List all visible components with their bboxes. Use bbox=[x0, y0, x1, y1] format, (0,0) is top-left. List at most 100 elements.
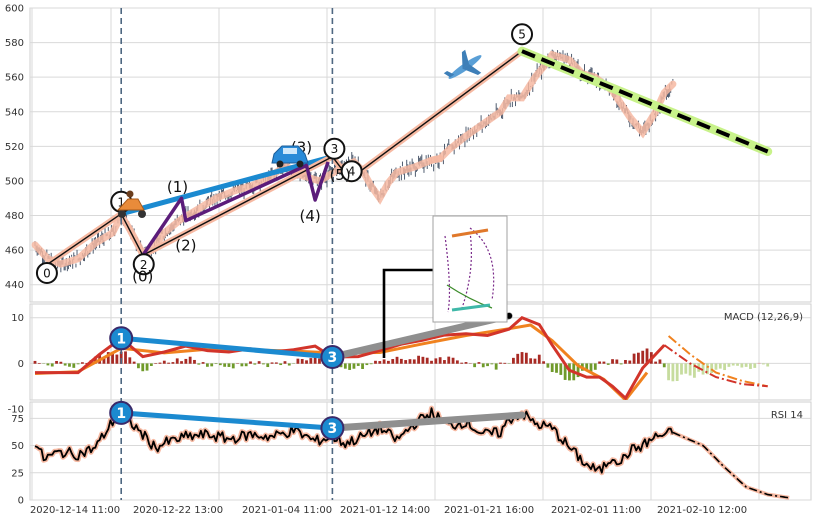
macd-histogram-bar bbox=[318, 358, 321, 364]
macd-histogram-bar bbox=[585, 363, 589, 370]
x-tick-label: 2021-02-10 12:00 bbox=[657, 505, 747, 516]
macd-histogram-bar bbox=[736, 363, 739, 366]
macd-histogram-bar bbox=[296, 358, 300, 364]
macd-histogram-bar bbox=[662, 363, 666, 368]
macd-histogram-bar bbox=[615, 359, 619, 364]
macd-histogram-bar bbox=[464, 362, 468, 364]
macd-signal-forecast bbox=[667, 335, 768, 388]
macd-histogram-bar bbox=[404, 360, 408, 364]
macd-histogram-bar bbox=[387, 360, 390, 364]
macd-marker-label: 1 bbox=[116, 331, 126, 347]
macd-marker-label: 3 bbox=[328, 350, 338, 366]
macd-histogram-bar bbox=[128, 357, 132, 364]
wave-marker-label: 2 bbox=[140, 258, 148, 272]
macd-histogram-bar bbox=[270, 362, 274, 364]
rsi-marker-label: 1 bbox=[116, 406, 126, 422]
macd-histogram-bar bbox=[503, 362, 507, 364]
macd-histogram-bar bbox=[494, 363, 498, 370]
macd-histogram-bar bbox=[598, 361, 602, 364]
macd-histogram-bar bbox=[210, 363, 214, 367]
macd-histogram-bar bbox=[529, 358, 533, 364]
macd-histogram-bar bbox=[499, 362, 502, 364]
macd-histogram-bar bbox=[451, 357, 455, 364]
macd-histogram-bar bbox=[63, 363, 67, 366]
macd-histogram-bar bbox=[378, 361, 382, 364]
macd-histogram-bar bbox=[171, 362, 175, 364]
rsi-tick-label: 50 bbox=[11, 441, 24, 452]
rsi-forecast bbox=[672, 431, 790, 499]
macd-histogram-bar bbox=[641, 350, 645, 364]
macd-histogram-bar bbox=[438, 357, 442, 364]
macd-histogram-bar bbox=[106, 352, 110, 364]
macd-line bbox=[35, 315, 666, 400]
macd-histogram-bar bbox=[714, 363, 718, 370]
price-tick-label: 600 bbox=[5, 4, 24, 15]
macd-histogram-bar bbox=[102, 357, 106, 364]
rsi-title: RSI 14 bbox=[771, 410, 803, 421]
macd-histogram-bar bbox=[632, 353, 636, 364]
macd-histogram-bar bbox=[718, 363, 722, 369]
price-tick-label: 520 bbox=[5, 142, 24, 153]
macd-histogram-bar bbox=[749, 363, 752, 369]
macd-histogram-bar bbox=[684, 363, 688, 374]
price-tick-label: 580 bbox=[5, 38, 24, 49]
macd-histogram-bar bbox=[382, 359, 386, 364]
macd-histogram-bar bbox=[516, 353, 520, 364]
wave-marker-5 bbox=[511, 23, 534, 46]
macd-histogram-bar bbox=[693, 363, 696, 378]
wave-marker-label: 4 bbox=[348, 165, 356, 179]
macd-histogram-bar bbox=[81, 362, 84, 364]
macd-gray-line bbox=[328, 312, 513, 361]
macd-histogram-bar bbox=[606, 363, 610, 365]
x-tick-label: 2021-01-04 11:00 bbox=[242, 505, 332, 516]
macd-histogram-bar bbox=[658, 359, 662, 364]
rsi-marker-1 bbox=[109, 400, 134, 425]
car-icon bbox=[271, 145, 309, 168]
macd-histogram-bar bbox=[723, 363, 726, 371]
connector-line bbox=[382, 268, 436, 358]
macd-histogram-bar bbox=[455, 360, 459, 364]
macd-histogram-bar bbox=[356, 363, 360, 366]
macd-histogram-bar bbox=[188, 356, 192, 364]
wave-marker-label: 0 bbox=[43, 266, 51, 280]
macd-histogram-bar bbox=[391, 359, 395, 364]
macd-histogram-bar bbox=[710, 363, 714, 374]
macd-histogram-bar bbox=[727, 363, 731, 367]
inset-graphic bbox=[451, 228, 489, 238]
macd-histogram-bar bbox=[434, 358, 438, 364]
macd-histogram-bar bbox=[593, 363, 597, 370]
macd-histogram-bar bbox=[361, 363, 364, 370]
macd-histogram-bar bbox=[576, 363, 580, 378]
macd-histogram-bar bbox=[158, 362, 162, 364]
price-tick-label: 560 bbox=[5, 73, 24, 84]
macd-histogram-bar bbox=[473, 363, 477, 368]
price-tick-label: 480 bbox=[5, 211, 24, 222]
macd-histogram-bar bbox=[257, 361, 261, 364]
macd-forecast bbox=[663, 344, 768, 388]
trendline bbox=[118, 154, 335, 217]
macd-histogram-bar bbox=[145, 363, 149, 371]
macd-histogram-bar bbox=[645, 348, 649, 364]
price-tick-label: 460 bbox=[5, 246, 24, 257]
macd-histogram-bar bbox=[559, 363, 563, 375]
macd-histogram-bar bbox=[654, 361, 658, 364]
macd-histogram-bar bbox=[68, 363, 71, 367]
macd-histogram-bar bbox=[46, 363, 50, 366]
x-tick-label: 2021-02-01 11:00 bbox=[551, 505, 641, 516]
macd-histogram-bar bbox=[283, 361, 287, 364]
price-tick-label: 500 bbox=[5, 176, 24, 187]
macd-histogram-bar bbox=[193, 359, 196, 364]
macd-tick-label: 0 bbox=[18, 359, 24, 370]
macd-histogram-bar bbox=[675, 363, 679, 382]
macd-histogram-bar bbox=[180, 361, 183, 364]
macd-histogram-bar bbox=[421, 356, 425, 364]
macd-histogram-bar bbox=[369, 363, 373, 365]
macd-histogram-bar bbox=[705, 363, 709, 375]
macd-histogram-bar bbox=[266, 363, 270, 368]
macd-histogram-bar bbox=[162, 360, 166, 364]
macd-histogram-bar bbox=[313, 354, 317, 364]
rsi-marker-label: 3 bbox=[328, 421, 338, 437]
macd-histogram-bar bbox=[443, 360, 446, 364]
macd-histogram-bar bbox=[766, 363, 770, 367]
